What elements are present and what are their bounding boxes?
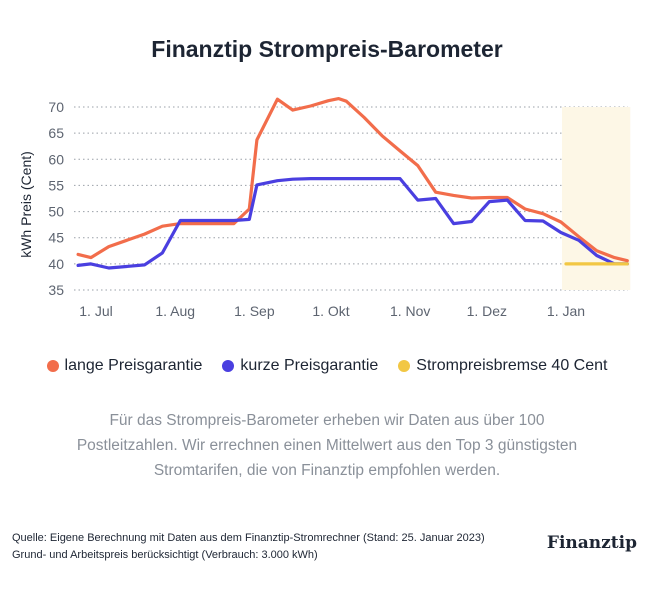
x-tick-label: 1. Jan bbox=[547, 303, 585, 319]
finanztip-logo: Finanztip bbox=[546, 533, 637, 553]
y-tick-label: 45 bbox=[48, 230, 64, 246]
x-tick-label: 1. Nov bbox=[390, 303, 430, 319]
legend-dot-bremse bbox=[398, 360, 411, 372]
series-line-lange bbox=[76, 97, 629, 263]
legend-item-bremse: Strompreisbremse 40 Cent bbox=[398, 357, 607, 375]
y-tick-label: 35 bbox=[48, 282, 64, 298]
legend-dot-kurze bbox=[222, 360, 235, 372]
x-tick-label: 1. Sep bbox=[234, 303, 275, 319]
chart-title: Finanztip Strompreis-Barometer bbox=[151, 36, 503, 62]
legend-item-kurze: kurze Preisgarantie bbox=[222, 357, 378, 375]
y-tick-label: 40 bbox=[48, 256, 64, 272]
legend-label-kurze: kurze Preisgarantie bbox=[240, 357, 379, 374]
x-tick-label: 1. Dez bbox=[467, 303, 507, 319]
y-tick-label: 55 bbox=[48, 177, 64, 193]
source-line-2: Grund- und Arbeitspreis berücksichtigt (… bbox=[12, 549, 318, 561]
y-tick-label: 60 bbox=[48, 151, 64, 167]
legend-dot-lange bbox=[46, 360, 59, 372]
legend-label-bremse: Strompreisbremse 40 Cent bbox=[416, 357, 608, 374]
y-axis-label: kWh Preis (Cent) bbox=[18, 151, 34, 258]
y-tick-label: 65 bbox=[48, 125, 64, 141]
x-tick-label: 1. Okt bbox=[312, 303, 349, 319]
y-tick-label: 70 bbox=[48, 99, 64, 115]
legend-label-lange: lange Preisgarantie bbox=[64, 357, 203, 374]
series-line-kurze bbox=[76, 176, 629, 270]
y-tick-label: 50 bbox=[48, 204, 64, 220]
chart-legend: lange Preisgarantie kurze Preisgarantie … bbox=[0, 357, 654, 375]
legend-item-lange: lange Preisgarantie bbox=[46, 357, 203, 375]
description-text: Für das Strompreis-Barometer erheben wir… bbox=[76, 412, 578, 479]
source-line-1: Quelle: Eigene Berechnung mit Daten aus … bbox=[12, 532, 485, 544]
x-tick-label: 1. Aug bbox=[155, 303, 195, 319]
source-note: Quelle: Eigene Berechnung mit Daten aus … bbox=[12, 530, 532, 564]
x-tick-label: 1. Jul bbox=[79, 303, 112, 319]
line-chart: 35 40 45 50 55 60 65 70 kWh Preis (Cent) 1. Jul 1.… bbox=[18, 97, 631, 319]
